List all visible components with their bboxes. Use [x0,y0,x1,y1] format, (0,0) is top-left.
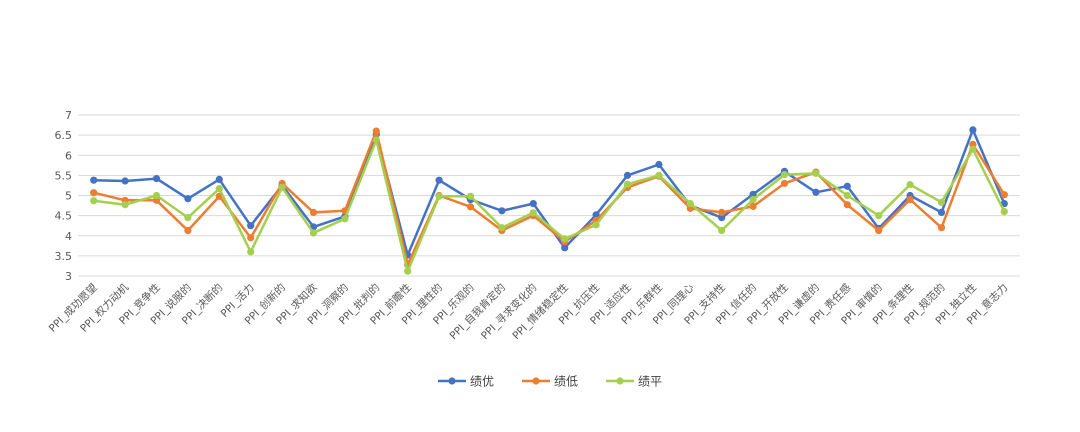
data-point [843,201,851,209]
data-point [937,208,946,217]
data-point [906,181,914,189]
y-tick-label: 6.5 [55,129,73,142]
data-point [780,170,789,179]
data-point [561,244,569,252]
data-point [184,214,192,222]
x-tick-label: PPI_寻求变化的 [478,281,539,342]
legend-marker [616,377,624,385]
data-point [655,160,663,169]
data-point [749,195,757,204]
data-point [309,208,318,217]
data-point [906,195,914,204]
series-3 [90,136,1008,275]
data-point [121,201,129,209]
data-point [843,191,851,200]
data-point [592,211,600,219]
data-point [686,199,694,208]
data-point [592,221,600,229]
y-tick-label: 3 [65,270,72,283]
data-point [152,191,161,200]
data-point [309,229,318,237]
x-axis-ticks: PPI_成功愿望PPI_权力动机PPI_竞争性PPI_说服的PPI_决断的PPI… [46,281,1010,343]
data-point [247,234,255,242]
series-line [93,129,1006,266]
series-lines [90,126,1008,275]
data-point [623,171,632,179]
data-point [372,127,380,135]
data-point [247,222,255,230]
data-point [718,208,726,217]
data-point [215,175,223,183]
data-point [875,212,883,220]
data-point [372,136,380,144]
x-tick-label: PPI_自我肯定的 [447,281,508,342]
data-point [435,176,443,184]
data-point [1000,191,1008,199]
data-point [843,182,851,190]
data-point [498,224,506,232]
data-point [718,226,726,235]
data-point [812,169,820,177]
data-point [498,207,506,215]
x-tick-label: PPI_情绪稳定性 [510,281,571,342]
legend-label: 绩优 [470,375,494,389]
legend-item: 绩优 [438,375,494,389]
legend-item: 绩低 [522,375,578,389]
data-point [466,203,475,211]
data-point [655,171,663,179]
data-point [184,195,192,203]
legend: 绩优 绩低 绩平 [438,375,662,389]
data-point [969,126,977,134]
y-tick-label: 3.5 [55,250,73,263]
legend-item: 绩平 [606,375,662,389]
data-point [529,209,537,217]
legend-marker [532,377,540,385]
series-2 [90,127,1008,269]
data-point [435,192,443,200]
series-line [93,138,1006,273]
data-point [404,267,412,275]
data-point [215,185,223,193]
data-point [780,179,789,188]
series-line [93,128,1006,257]
legend-marker [448,377,456,385]
data-point [937,224,946,232]
legend-label: 绩平 [638,375,662,389]
y-tick-label: 6 [65,149,72,162]
data-point [121,177,129,185]
data-point [561,235,569,243]
data-point [1000,208,1008,216]
data-point [152,174,161,183]
data-point [278,183,286,192]
data-point [90,176,98,184]
data-point [529,199,537,208]
data-point [812,188,820,196]
data-point [937,198,946,206]
data-point [875,226,883,235]
y-tick-label: 4 [65,230,72,243]
series-1 [90,126,1008,259]
y-axis-ticks: 3 3.5 4 4.5 5 5.5 6 6.5 7 [55,109,73,283]
data-point [718,214,726,222]
data-point [247,248,255,256]
y-tick-label: 7 [65,109,72,122]
legend-label: 绩低 [554,375,578,389]
data-point [969,145,977,153]
data-point [341,215,349,223]
data-point [623,180,632,188]
data-point [184,226,192,235]
data-point [749,202,757,210]
data-point [749,190,757,198]
data-point [90,189,98,197]
data-point [466,192,475,200]
y-tick-label: 4.5 [55,210,73,223]
y-tick-label: 5.5 [55,169,73,182]
y-tick-label: 5 [65,190,72,203]
data-point [90,197,98,205]
